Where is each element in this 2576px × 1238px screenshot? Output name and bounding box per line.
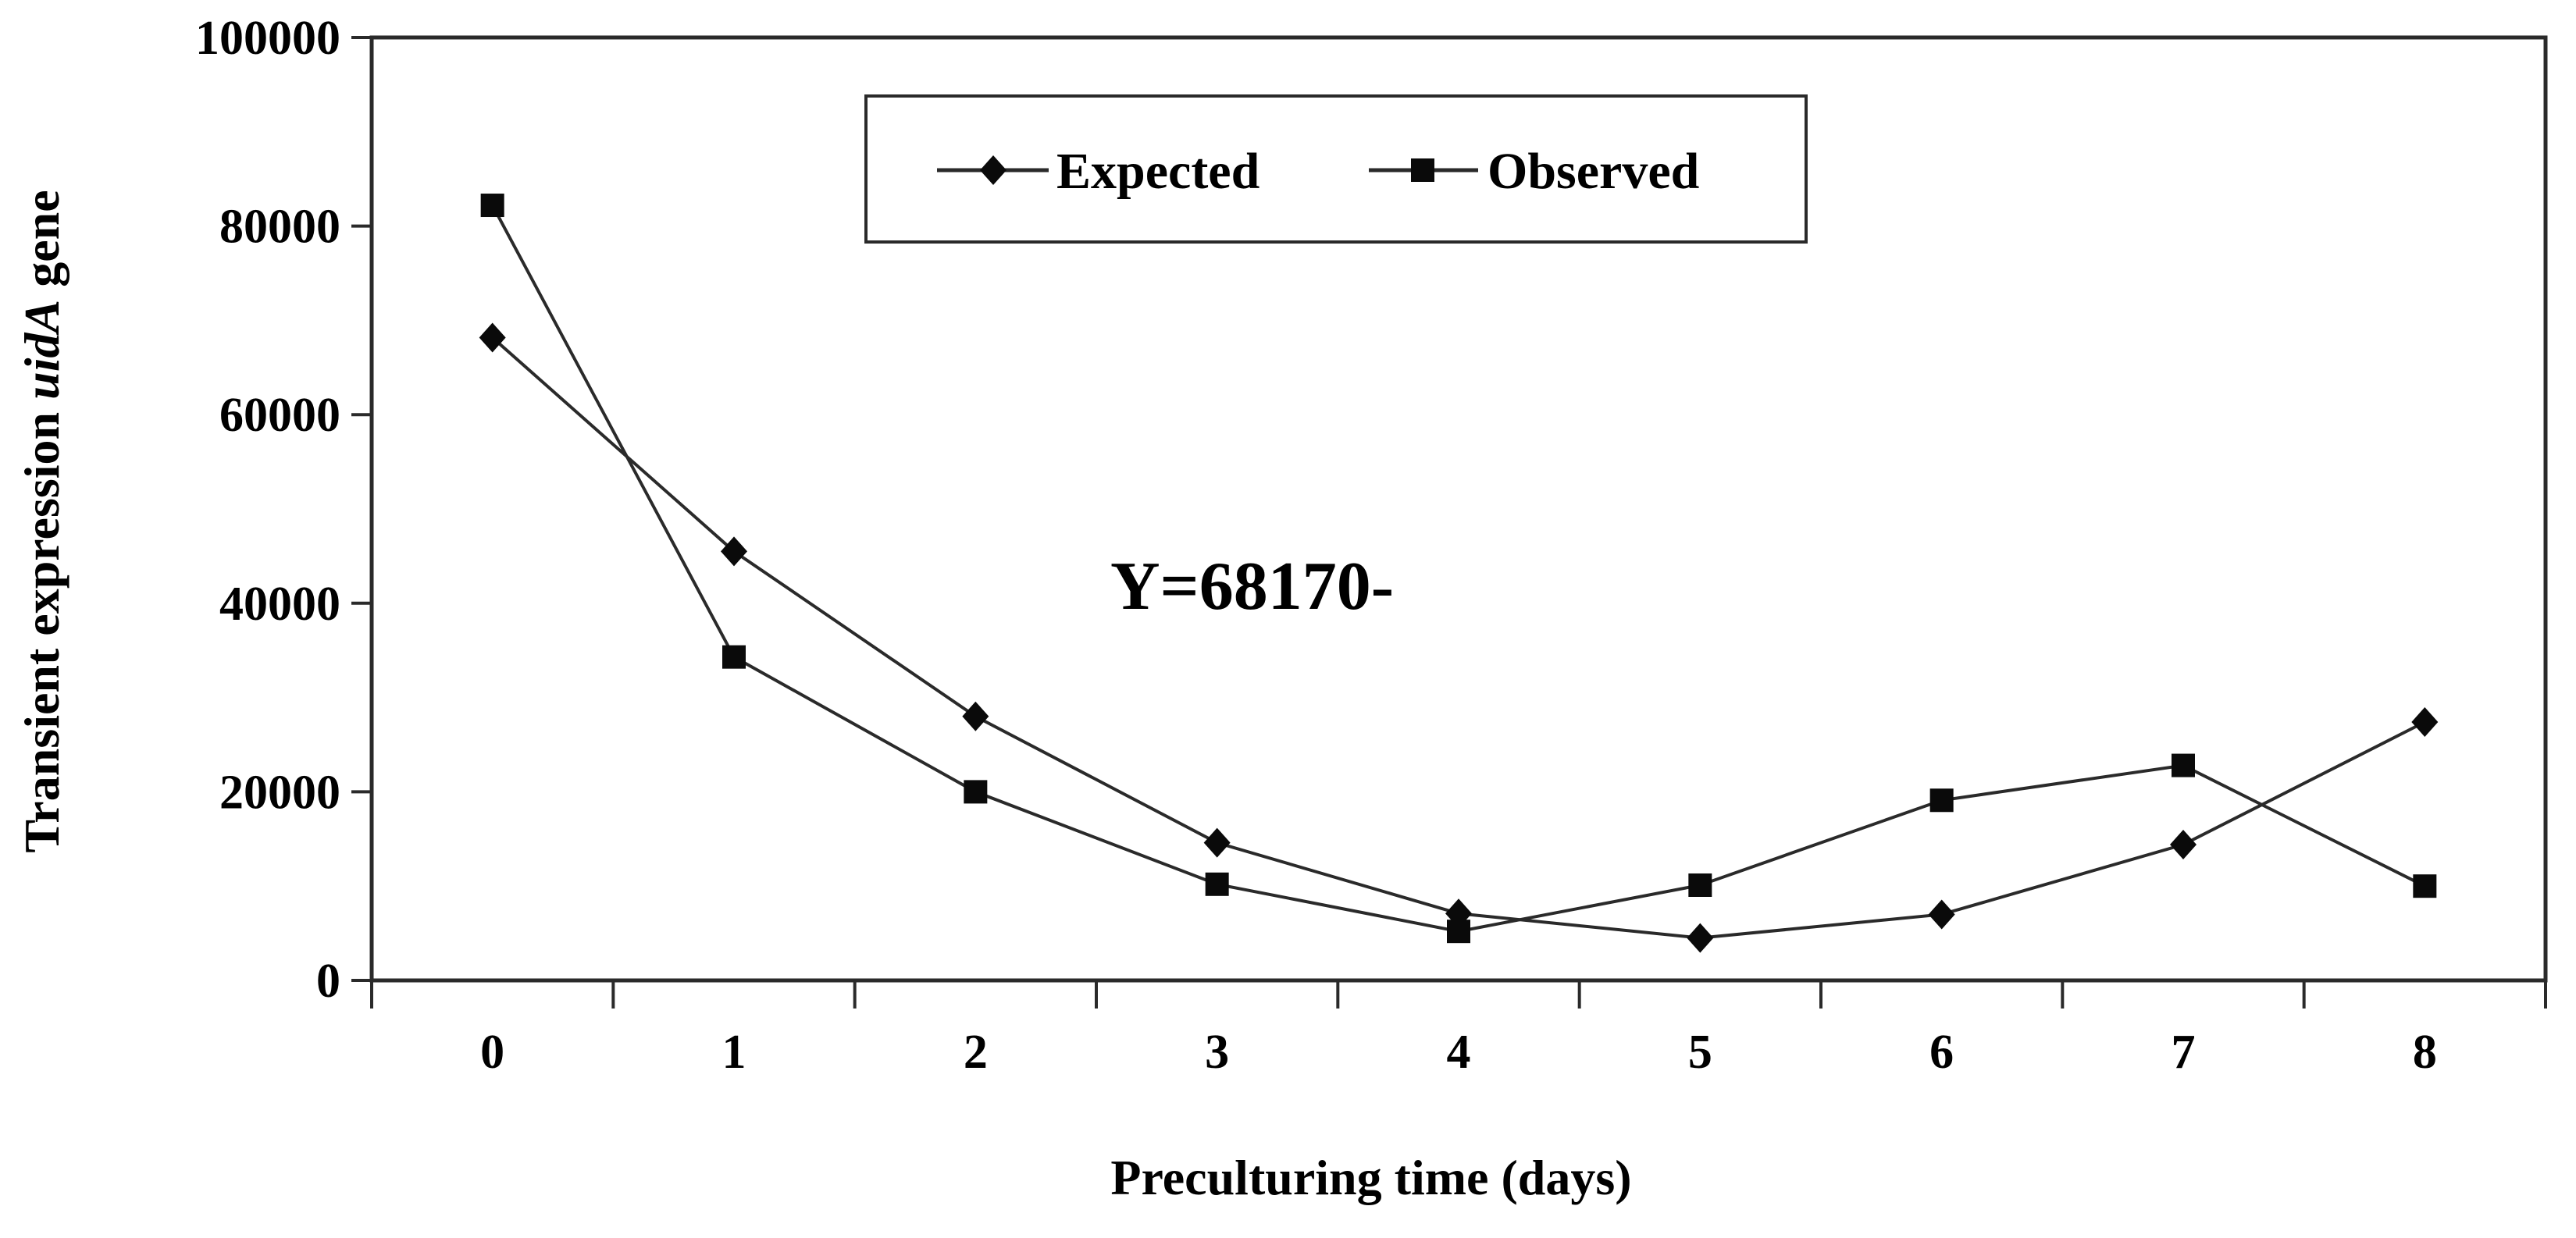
x-axis-title: Preculturing time (days)	[1110, 1150, 1631, 1205]
marker-diamond-expected	[962, 701, 989, 731]
y-tick-label: 0	[316, 955, 340, 1008]
x-tick-label: 7	[2172, 1026, 2196, 1079]
x-tick-label: 0	[480, 1026, 504, 1079]
y-tick-label: 20000	[219, 766, 340, 819]
legend-label-expected: Expected	[1056, 143, 1259, 200]
y-axis-title: Transient expression uidA gene	[14, 190, 69, 852]
series-line-observed	[490, 205, 2426, 934]
marker-square-observed	[480, 194, 504, 218]
x-tick-label: 4	[1447, 1026, 1471, 1079]
y-tick-label: 60000	[219, 389, 340, 442]
y-tick-label: 100000	[195, 12, 340, 65]
y-tick-label: 80000	[219, 201, 340, 254]
x-tick-label: 3	[1205, 1026, 1229, 1079]
marker-diamond-expected	[721, 536, 747, 567]
marker-square-observed	[1447, 920, 1470, 944]
series-line-expected	[491, 336, 2426, 940]
marker-square-observed	[1929, 788, 1954, 813]
marker-diamond-expected	[479, 322, 506, 353]
marker-square-observed	[2413, 874, 2437, 898]
x-tick-label: 8	[2413, 1026, 2437, 1079]
legend-marker-square	[1411, 158, 1434, 182]
legend-label-observed: Observed	[1488, 143, 1699, 200]
x-tick-label: 5	[1688, 1026, 1712, 1079]
marker-diamond-expected	[2170, 830, 2197, 860]
annotation-text: Y=68170-	[1110, 549, 1394, 624]
x-tick-label: 1	[722, 1026, 746, 1079]
x-tick-label: 2	[964, 1026, 988, 1079]
marker-square-observed	[2172, 753, 2195, 777]
marker-diamond-expected	[1203, 827, 1231, 858]
marker-square-observed	[722, 645, 746, 669]
marker-diamond-expected	[1687, 923, 1714, 953]
legend-marker-diamond	[980, 155, 1007, 185]
marker-square-observed	[1688, 873, 1712, 897]
marker-diamond-expected	[1928, 899, 1955, 930]
x-tick-label: 6	[1929, 1026, 1954, 1079]
marker-square-observed	[964, 780, 988, 804]
marker-square-observed	[1205, 872, 1229, 896]
y-tick-label: 40000	[219, 578, 340, 631]
plot-border	[369, 35, 2548, 983]
marker-diamond-expected	[2411, 707, 2439, 738]
